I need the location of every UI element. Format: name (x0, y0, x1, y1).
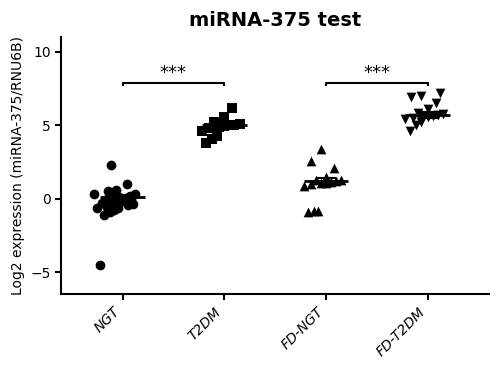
Point (205, 125, 213, 131)
Point (416, 93, 424, 99)
Point (100, 212, 108, 218)
Point (226, 122, 234, 128)
Point (124, 202, 132, 208)
Y-axis label: Log2 expression (miRNA-375/RNU6B): Log2 expression (miRNA-375/RNU6B) (11, 36, 25, 295)
Point (312, 177, 320, 183)
Text: ***: *** (160, 64, 187, 82)
Point (122, 181, 130, 187)
Point (106, 194, 114, 200)
Point (307, 158, 315, 164)
Point (202, 140, 210, 146)
Point (104, 188, 112, 194)
Point (220, 114, 228, 120)
Point (304, 209, 312, 215)
Point (118, 198, 126, 204)
Point (93, 205, 101, 211)
Point (314, 208, 322, 213)
Point (317, 181, 325, 186)
Point (210, 120, 218, 125)
Point (310, 208, 318, 214)
Point (228, 105, 236, 111)
Point (106, 209, 114, 215)
Point (213, 133, 221, 139)
Point (307, 181, 315, 187)
Point (114, 205, 122, 211)
Point (424, 114, 432, 120)
Point (208, 136, 216, 142)
Point (130, 191, 138, 196)
Point (332, 178, 340, 184)
Title: miRNA-375 test: miRNA-375 test (189, 11, 362, 30)
Point (215, 124, 223, 130)
Point (406, 128, 413, 134)
Point (126, 193, 134, 199)
Point (108, 162, 116, 168)
Point (90, 191, 98, 197)
Point (112, 187, 120, 193)
Point (108, 199, 116, 205)
Point (416, 120, 424, 125)
Point (128, 201, 136, 207)
Point (412, 122, 420, 128)
Point (126, 197, 134, 203)
Point (418, 114, 426, 120)
Point (230, 122, 238, 128)
Point (96, 262, 104, 268)
Point (436, 90, 444, 96)
Point (402, 117, 409, 122)
Text: ***: *** (364, 64, 390, 82)
Point (327, 179, 335, 185)
Point (116, 194, 124, 199)
Point (122, 195, 130, 201)
Point (330, 165, 338, 171)
Point (236, 121, 244, 127)
Point (104, 204, 112, 210)
Point (322, 174, 330, 180)
Point (406, 94, 414, 100)
Point (432, 100, 440, 106)
Point (408, 115, 416, 121)
Point (101, 196, 109, 202)
Point (98, 200, 106, 206)
Point (439, 111, 447, 117)
Point (198, 128, 206, 134)
Point (429, 113, 437, 119)
Point (414, 110, 422, 116)
Point (220, 123, 228, 129)
Point (300, 184, 308, 189)
Point (110, 207, 118, 213)
Point (317, 146, 325, 152)
Point (114, 202, 122, 208)
Point (322, 180, 330, 186)
Point (112, 196, 120, 202)
Point (338, 178, 345, 184)
Point (424, 106, 432, 112)
Point (434, 112, 442, 118)
